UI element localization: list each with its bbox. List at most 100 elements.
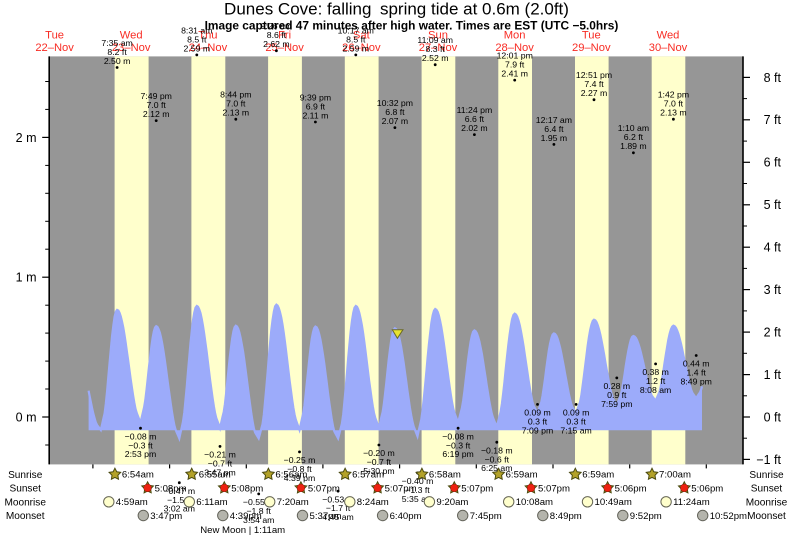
svg-text:12:01 pm: 12:01 pm — [497, 51, 533, 61]
svg-text:Mon: Mon — [504, 30, 526, 42]
svg-text:4:39 pm: 4:39 pm — [284, 473, 315, 483]
svg-text:1.4 ft: 1.4 ft — [687, 368, 707, 378]
svg-text:4:59am: 4:59am — [116, 497, 148, 508]
svg-text:2.41 m: 2.41 m — [501, 69, 528, 79]
svg-text:2.59 m: 2.59 m — [343, 43, 370, 53]
svg-text:−0.18 m: −0.18 m — [481, 445, 513, 455]
svg-text:5:07pm: 5:07pm — [308, 483, 340, 494]
svg-text:6.8 ft: 6.8 ft — [385, 107, 405, 117]
svg-text:2.52 m: 2.52 m — [422, 53, 449, 63]
svg-text:−0.7 ft: −0.7 ft — [367, 457, 392, 467]
svg-text:9:39 pm: 9:39 pm — [300, 92, 331, 102]
svg-text:5:07pm: 5:07pm — [461, 483, 493, 494]
svg-text:−1 ft: −1 ft — [756, 453, 781, 467]
svg-text:4 ft: 4 ft — [764, 241, 782, 255]
svg-text:Sunset: Sunset — [9, 484, 41, 495]
svg-text:2.13 m: 2.13 m — [660, 108, 687, 118]
svg-text:9:20am: 9:20am — [436, 497, 468, 508]
svg-text:4:39pm: 4:39pm — [230, 511, 262, 522]
svg-text:4:45 am: 4:45 am — [322, 512, 353, 522]
svg-text:6:11am: 6:11am — [196, 497, 227, 508]
svg-text:7:45pm: 7:45pm — [470, 511, 502, 522]
svg-text:7 ft: 7 ft — [764, 113, 782, 127]
svg-text:9:52pm: 9:52pm — [630, 511, 662, 522]
svg-text:5 ft: 5 ft — [764, 198, 782, 212]
svg-text:−0.20 m: −0.20 m — [363, 448, 395, 458]
svg-text:2.62 m: 2.62 m — [263, 39, 290, 49]
svg-text:6:55am: 6:55am — [199, 470, 231, 481]
svg-text:3:02 am: 3:02 am — [164, 504, 195, 514]
svg-text:6 ft: 6 ft — [764, 156, 782, 170]
svg-text:6:40pm: 6:40pm — [390, 511, 422, 522]
svg-text:29–Nov: 29–Nov — [572, 42, 611, 54]
svg-text:5:06pm: 5:06pm — [691, 483, 723, 494]
svg-text:28–Nov: 28–Nov — [495, 42, 534, 54]
svg-text:−1.3 ft: −1.3 ft — [405, 485, 430, 495]
svg-text:Sun: Sun — [428, 30, 448, 42]
svg-text:26–Nov: 26–Nov — [342, 42, 381, 54]
svg-text:5:30 pm: 5:30 pm — [363, 466, 394, 476]
svg-text:5:35 am: 5:35 am — [402, 494, 433, 504]
svg-text:1:42 pm: 1:42 pm — [658, 90, 689, 100]
svg-text:7:35 am: 7:35 am — [101, 38, 132, 48]
svg-text:1.2 ft: 1.2 ft — [646, 376, 666, 386]
svg-text:7:49 pm: 7:49 pm — [141, 91, 172, 101]
svg-text:6:57am: 6:57am — [352, 470, 384, 481]
svg-text:Moonrise: Moonrise — [4, 497, 46, 508]
svg-text:10:32 pm: 10:32 pm — [377, 98, 413, 108]
svg-text:8:24am: 8:24am — [357, 497, 389, 508]
svg-text:Wed: Wed — [120, 30, 143, 42]
svg-text:2 ft: 2 ft — [764, 326, 782, 340]
svg-text:0.28 m: 0.28 m — [604, 381, 631, 391]
svg-text:Sunrise: Sunrise — [749, 470, 784, 481]
svg-text:Sat: Sat — [353, 30, 371, 42]
svg-text:Wed: Wed — [657, 30, 680, 42]
svg-text:7.9 ft: 7.9 ft — [505, 60, 525, 70]
svg-text:10:17 am: 10:17 am — [338, 25, 374, 35]
svg-text:−0.21 m: −0.21 m — [204, 450, 236, 460]
svg-text:−1.7 ft: −1.7 ft — [326, 503, 351, 513]
svg-text:1 m: 1 m — [16, 271, 37, 285]
svg-text:0.09 m: 0.09 m — [524, 408, 551, 418]
svg-text:8.5 ft: 8.5 ft — [187, 34, 207, 44]
svg-text:2.11 m: 2.11 m — [302, 110, 328, 120]
svg-text:6:25 am: 6:25 am — [481, 463, 512, 473]
svg-text:Tue: Tue — [45, 30, 64, 42]
svg-text:6.4 ft: 6.4 ft — [544, 124, 564, 134]
svg-text:0 m: 0 m — [16, 410, 37, 424]
svg-text:5:37pm: 5:37pm — [310, 511, 342, 522]
svg-text:2.12 m: 2.12 m — [143, 109, 170, 119]
svg-text:5:08pm: 5:08pm — [155, 483, 187, 494]
svg-text:11:24am: 11:24am — [673, 497, 710, 508]
svg-text:−0.53 m: −0.53 m — [322, 494, 354, 504]
svg-text:7:09 pm: 7:09 pm — [522, 425, 553, 435]
svg-text:Moonrise: Moonrise — [746, 497, 788, 508]
svg-text:1.89 m: 1.89 m — [620, 141, 647, 151]
svg-text:Fri: Fri — [278, 30, 291, 42]
svg-text:−0.3 ft: −0.3 ft — [446, 440, 471, 450]
svg-text:11:09 am: 11:09 am — [417, 35, 453, 45]
svg-text:0.9 ft: 0.9 ft — [607, 390, 627, 400]
svg-text:6:59am: 6:59am — [582, 470, 614, 481]
svg-text:7.0 ft: 7.0 ft — [664, 99, 684, 109]
svg-text:5:06pm: 5:06pm — [615, 483, 647, 494]
svg-text:7:59 pm: 7:59 pm — [601, 399, 632, 409]
svg-text:8:08 am: 8:08 am — [640, 385, 671, 395]
svg-text:−0.47 m: −0.47 m — [163, 486, 195, 496]
svg-text:2.02 m: 2.02 m — [461, 123, 488, 133]
svg-text:−0.08 m: −0.08 m — [442, 431, 474, 441]
svg-text:6:59am: 6:59am — [506, 470, 538, 481]
svg-text:7.0 ft: 7.0 ft — [226, 99, 246, 109]
svg-text:7:20am: 7:20am — [277, 497, 309, 508]
svg-text:6:58am: 6:58am — [429, 470, 461, 481]
svg-text:6.2 ft: 6.2 ft — [624, 132, 644, 142]
svg-text:8:44 pm: 8:44 pm — [220, 90, 251, 100]
svg-text:23–Nov: 23–Nov — [112, 42, 151, 54]
svg-text:6.9 ft: 6.9 ft — [306, 101, 326, 111]
svg-text:7:00am: 7:00am — [659, 470, 691, 481]
svg-text:5:08pm: 5:08pm — [231, 483, 263, 494]
svg-text:5:07pm: 5:07pm — [538, 483, 570, 494]
svg-text:10:08am: 10:08am — [516, 497, 553, 508]
svg-text:8.3 ft: 8.3 ft — [426, 44, 446, 54]
svg-text:12:51 pm: 12:51 pm — [576, 70, 612, 80]
